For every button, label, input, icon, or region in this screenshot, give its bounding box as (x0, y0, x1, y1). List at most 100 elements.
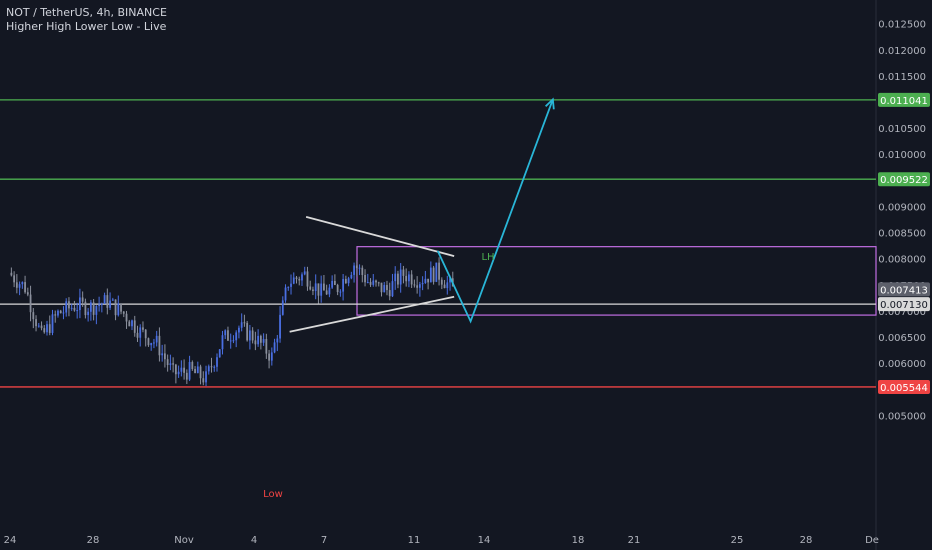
candle-body (276, 338, 279, 343)
candle-body (405, 275, 408, 282)
level-price-tag (878, 297, 930, 312)
y-tick-label: 0.011500 (878, 72, 926, 83)
candle-body (169, 363, 172, 366)
candle-body (251, 330, 254, 341)
y-tick-label: 0.010000 (878, 150, 926, 161)
candle-body (147, 338, 150, 346)
candle-body (355, 265, 358, 269)
candle-body (194, 369, 196, 374)
candle-body (205, 371, 207, 383)
candle-body (265, 339, 268, 354)
candle-body (166, 359, 169, 366)
candle-body (177, 371, 180, 375)
candle-body (402, 269, 405, 276)
candle-body (183, 367, 185, 373)
candle-body (408, 274, 410, 282)
level-price-label: 0.011041 (880, 96, 928, 107)
consolidation-box (356, 246, 877, 316)
x-tick-label: 14 (478, 535, 491, 546)
candle-body (24, 282, 26, 293)
candle-body (185, 372, 188, 380)
candle-body (347, 278, 350, 284)
candle-body (139, 327, 142, 338)
candle-body (366, 282, 369, 284)
candle-body (73, 307, 76, 311)
candle-body (150, 343, 153, 346)
candle-body (76, 310, 79, 312)
candle-body (57, 310, 59, 316)
candle-body (259, 335, 262, 343)
candle-body (221, 335, 224, 350)
candle-body (399, 269, 402, 285)
candle-body (391, 281, 394, 297)
candle-body (158, 335, 161, 356)
candle-body (301, 274, 303, 281)
candle-body (383, 285, 386, 293)
candle-body (323, 283, 325, 291)
candle-body (262, 339, 265, 343)
y-tick-label: 0.012000 (878, 46, 926, 57)
candle-body (344, 278, 347, 284)
candle-body (427, 278, 430, 283)
last-price-tag (878, 282, 930, 297)
candle-body (144, 329, 147, 339)
candle-body (303, 271, 306, 275)
candle-body (62, 312, 65, 314)
candle-body (306, 271, 309, 287)
candle-body (410, 274, 413, 285)
candle-body (89, 302, 92, 312)
candle-body (32, 312, 35, 320)
candle-body (312, 289, 314, 292)
candle-body (15, 282, 18, 288)
candle-body (92, 302, 95, 315)
candle-body (284, 287, 287, 301)
candle-body (254, 340, 257, 345)
candle-body (120, 303, 122, 312)
candle-body (314, 283, 317, 292)
candle-body (331, 280, 334, 288)
candle-body (216, 357, 218, 367)
candle-body (440, 279, 443, 285)
candle-body (268, 353, 270, 361)
candle-body (413, 284, 416, 286)
candle-body (95, 306, 98, 315)
candle-body (281, 300, 284, 315)
candle-body (416, 285, 419, 288)
candle-body (21, 282, 24, 285)
candle-body (81, 297, 84, 302)
candle-body (429, 267, 432, 283)
y-tick-label: 0.005000 (878, 411, 926, 422)
candle-body (87, 311, 90, 316)
candle-body (68, 301, 70, 309)
candle-body (350, 274, 353, 279)
y-tick-label: 0.006000 (878, 359, 926, 370)
candle-body (328, 287, 331, 295)
candle-body (155, 335, 158, 343)
candle-body (375, 280, 377, 283)
low-label: Low (263, 489, 283, 500)
candle-body (48, 324, 51, 333)
candle-body (361, 267, 364, 275)
candle-body (65, 301, 68, 313)
candle-body (79, 297, 81, 311)
level-price-label: 0.009522 (880, 175, 928, 186)
candle-body (122, 311, 125, 314)
candle-body (369, 282, 372, 285)
candle-body (246, 322, 249, 341)
candle-body (364, 274, 366, 283)
candle-body (227, 330, 229, 341)
candle-body (248, 330, 251, 341)
x-tick-label: 24 (4, 535, 17, 546)
y-tick-label: 0.007000 (878, 307, 926, 318)
candle-body (432, 267, 435, 282)
candle-body (40, 325, 43, 329)
level-price-tag (878, 172, 930, 187)
candle-body (174, 364, 177, 375)
candle-body (377, 282, 380, 284)
y-tick-label: 0.008500 (878, 229, 926, 240)
candle-body (84, 301, 87, 316)
candle-body (188, 361, 191, 380)
y-tick-label: 0.009000 (878, 202, 926, 213)
projection-arrowhead (545, 97, 555, 110)
